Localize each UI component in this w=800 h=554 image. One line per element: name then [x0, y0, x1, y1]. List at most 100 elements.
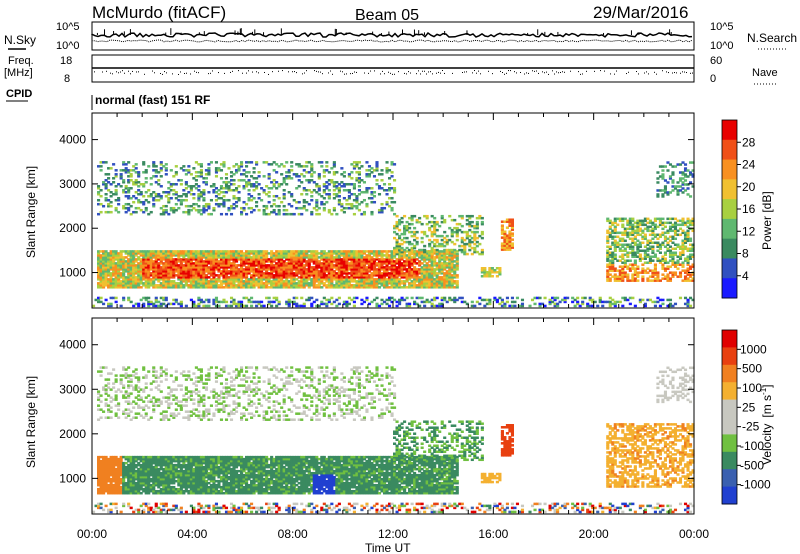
power-cell	[370, 200, 374, 204]
power-cell	[209, 264, 213, 267]
power-cell	[142, 266, 146, 269]
power-cell	[127, 179, 131, 182]
power-cell	[405, 274, 409, 277]
power-cell	[658, 233, 662, 237]
power-cell	[410, 258, 414, 261]
power-cell	[134, 181, 138, 184]
power-cell	[340, 264, 344, 267]
power-cell	[239, 210, 244, 214]
power-cell	[172, 210, 176, 214]
power-cell	[668, 265, 673, 268]
power-cell	[152, 262, 156, 265]
power-cell	[157, 192, 161, 196]
power-cell	[169, 189, 173, 192]
power-cell	[342, 250, 346, 253]
power-cell	[367, 284, 372, 287]
power-cell	[260, 252, 264, 255]
power-cell	[648, 221, 652, 225]
power-cell	[122, 270, 126, 273]
power-cell	[327, 254, 331, 257]
power-cell	[443, 262, 447, 265]
power-cell	[405, 270, 409, 273]
power-cell	[187, 212, 191, 216]
power-cell	[159, 256, 163, 259]
power-cell	[275, 256, 279, 259]
power-cell	[320, 302, 324, 306]
power-cell	[473, 230, 477, 234]
power-cell	[127, 274, 131, 277]
power-cell	[177, 254, 181, 257]
power-cell	[626, 223, 630, 227]
power-cell	[423, 250, 427, 254]
freq-tick-top: 18	[60, 55, 72, 67]
power-cell	[613, 249, 617, 252]
power-cell	[292, 258, 296, 261]
power-cell	[661, 169, 665, 172]
power-cell	[297, 252, 301, 255]
power-cell	[222, 258, 226, 261]
power-cell	[199, 208, 203, 212]
power-cell	[277, 280, 281, 283]
power-cell	[365, 274, 369, 277]
power-cell	[360, 272, 364, 275]
power-cell	[144, 260, 148, 263]
power-cell	[229, 284, 234, 287]
power-cell	[209, 270, 213, 273]
power-cell	[317, 192, 321, 196]
power-cell	[403, 266, 407, 269]
power-cell	[633, 273, 637, 276]
power-cell	[290, 169, 294, 172]
power-cell	[260, 187, 264, 190]
power-cell	[340, 167, 344, 170]
power-cell	[245, 212, 249, 216]
power-cell	[142, 183, 146, 186]
power-cell	[350, 270, 354, 273]
power-cell	[144, 276, 148, 279]
power-cell	[658, 235, 662, 239]
power-cell	[127, 264, 131, 267]
power-cell	[107, 254, 111, 257]
power-cell	[267, 264, 271, 267]
power-cell	[137, 280, 141, 283]
power-cell	[626, 245, 630, 249]
power-cell	[177, 276, 181, 279]
nave-dot	[218, 72, 219, 74]
power-cell	[671, 165, 675, 168]
nave-dot	[656, 73, 657, 75]
power-cell	[420, 274, 424, 277]
power-cell	[102, 258, 106, 261]
power-cell	[142, 185, 146, 188]
power-cell	[493, 269, 497, 272]
power-cell	[232, 165, 236, 168]
power-cell	[347, 252, 351, 255]
power-cell	[445, 276, 449, 279]
power-cell	[355, 262, 359, 265]
power-cell	[347, 266, 351, 269]
power-cell	[277, 210, 281, 214]
power-cell	[423, 254, 427, 257]
power-cell	[265, 272, 269, 275]
power-cell	[430, 262, 434, 265]
power-cell	[322, 175, 326, 178]
power-cell	[678, 233, 683, 237]
power-cell	[488, 274, 492, 278]
power-cell	[320, 266, 324, 269]
power-cell	[505, 246, 509, 249]
power-cell	[247, 171, 251, 174]
power-cell	[132, 256, 136, 259]
power-cell	[608, 269, 612, 272]
power-cell	[395, 246, 399, 250]
power-cell	[292, 302, 296, 306]
power-cell	[671, 263, 675, 266]
power-cell	[611, 235, 615, 239]
power-cell	[327, 194, 331, 198]
power-cell	[413, 232, 417, 236]
power-cell	[435, 278, 439, 281]
power-cell	[372, 274, 377, 277]
power-cell	[104, 282, 108, 285]
power-cell	[455, 252, 459, 256]
power-cell	[370, 191, 374, 194]
power-cell	[671, 225, 675, 229]
power-cell	[691, 277, 695, 280]
power-cell	[357, 202, 361, 206]
